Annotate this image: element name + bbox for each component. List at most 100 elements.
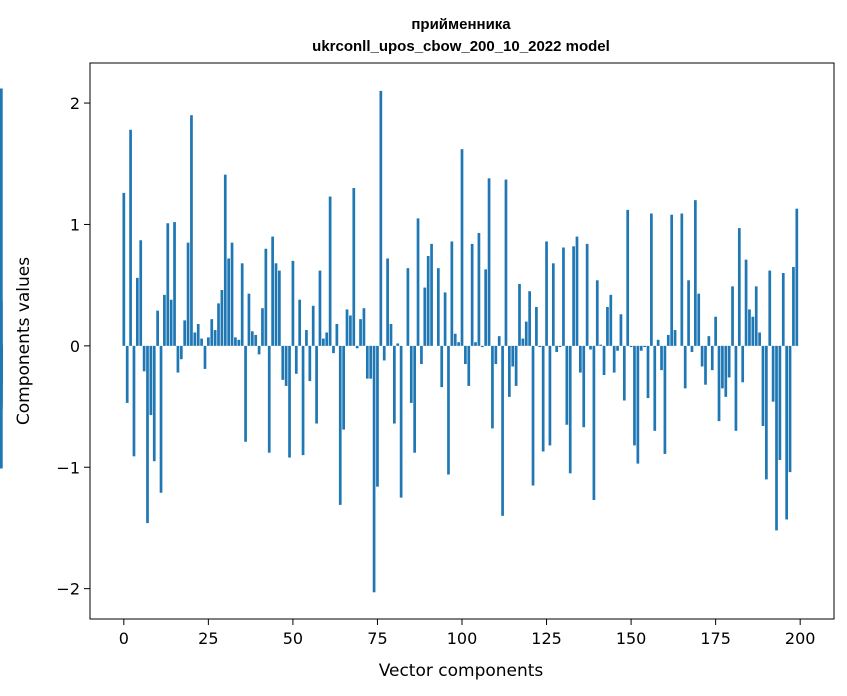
bar-173 — [707, 336, 711, 346]
bar-73 — [369, 345, 373, 379]
x-tick-label: 50 — [283, 629, 303, 648]
bar-93 — [436, 268, 440, 346]
bar-86 — [413, 345, 417, 453]
bar-187 — [754, 286, 758, 346]
bar-198 — [792, 266, 795, 346]
bar-78 — [386, 258, 389, 346]
bar-19 — [186, 242, 190, 346]
bar-102 — [467, 345, 471, 386]
x-tick-label: 200 — [785, 629, 816, 648]
bar-165 — [680, 213, 684, 346]
x-tick-label: 175 — [700, 629, 731, 648]
bar-80 — [393, 345, 396, 424]
bar-90 — [426, 256, 430, 346]
bar-153 — [639, 345, 643, 351]
bar-76 — [379, 90, 383, 346]
bar-142 — [602, 345, 606, 375]
bar-87 — [416, 218, 420, 346]
bar-13 — [166, 223, 170, 346]
bar-84 — [406, 268, 410, 346]
bar-108 — [487, 178, 491, 346]
bar-22 — [196, 324, 200, 346]
bar-124 — [541, 345, 545, 452]
bar-8 — [149, 345, 153, 416]
bar-183 — [741, 345, 745, 383]
bars-group — [0, 88, 799, 593]
bar-113 — [504, 179, 508, 346]
bar-126 — [548, 345, 552, 446]
bar-91 — [430, 243, 433, 346]
bar-103 — [470, 243, 474, 346]
bar-10 — [156, 310, 159, 346]
bar-50 — [291, 260, 295, 346]
bar-58 — [318, 270, 322, 346]
bar-72 — [365, 345, 369, 379]
bar-33 — [234, 337, 237, 346]
bar-174 — [710, 345, 714, 371]
bar-139 — [592, 345, 596, 501]
bar-15 — [173, 222, 176, 346]
bar-36 — [244, 345, 247, 442]
bar-4 — [135, 277, 139, 346]
bar-171 — [700, 345, 704, 367]
bar-157 — [653, 345, 657, 431]
bar-5 — [139, 240, 143, 346]
bar-79 — [389, 324, 393, 346]
bar-59 — [321, 338, 325, 346]
bar-74 — [372, 345, 376, 593]
bar-63 — [335, 324, 339, 346]
x-tick-label: 100 — [447, 629, 478, 648]
bar-66 — [345, 309, 349, 346]
bar-121 — [531, 345, 535, 486]
bar-52 — [298, 299, 302, 346]
bar-106 — [480, 345, 484, 348]
bar-185 — [748, 309, 751, 346]
bar-39 — [254, 334, 258, 346]
bar-166 — [683, 345, 687, 389]
bar-12 — [163, 294, 166, 346]
bar-188 — [758, 332, 761, 346]
bar-148 — [622, 345, 626, 401]
bar-167 — [687, 280, 690, 346]
bar-1 — [125, 345, 129, 403]
bar-134 — [575, 236, 579, 346]
bar-131 — [565, 345, 569, 425]
bar-89 — [423, 287, 427, 346]
bar-141 — [599, 344, 603, 346]
bar-199 — [795, 208, 799, 346]
bar-175 — [714, 316, 717, 346]
bar-135 — [579, 345, 582, 373]
bar-114 — [507, 345, 511, 397]
bar-132 — [568, 345, 572, 474]
bar-95 — [443, 292, 447, 346]
bar-51 — [294, 345, 298, 374]
bar-146 — [616, 345, 619, 351]
bar-107 — [484, 269, 488, 346]
bar-119 — [524, 321, 528, 346]
bar-68 — [352, 188, 356, 346]
bar-101 — [464, 345, 467, 365]
bar-70 — [359, 319, 362, 346]
bar-38 — [250, 331, 254, 346]
bar-152 — [636, 345, 640, 464]
bar-197 — [788, 345, 792, 473]
bar-61 — [328, 196, 332, 346]
bar-156 — [650, 213, 653, 346]
y-tick-label: 1 — [70, 215, 80, 234]
bar-20 — [190, 115, 193, 346]
bar-16 — [176, 345, 180, 373]
bar-47 — [281, 345, 285, 380]
bar-85 — [409, 345, 413, 403]
bar-150 — [629, 345, 633, 348]
bar-81 — [396, 343, 400, 346]
bar-109 — [491, 345, 494, 429]
bar-49 — [288, 345, 291, 458]
bar-undefined — [0, 343, 3, 346]
bar-67 — [349, 315, 352, 346]
bar-120 — [528, 291, 531, 346]
bar-undefined — [0, 88, 3, 346]
bar-29 — [220, 290, 224, 346]
bar-60 — [325, 332, 329, 346]
chart-title-line-2: ukrconll_upos_cbow_200_10_2022 model — [312, 38, 610, 55]
bar-2 — [129, 129, 132, 346]
